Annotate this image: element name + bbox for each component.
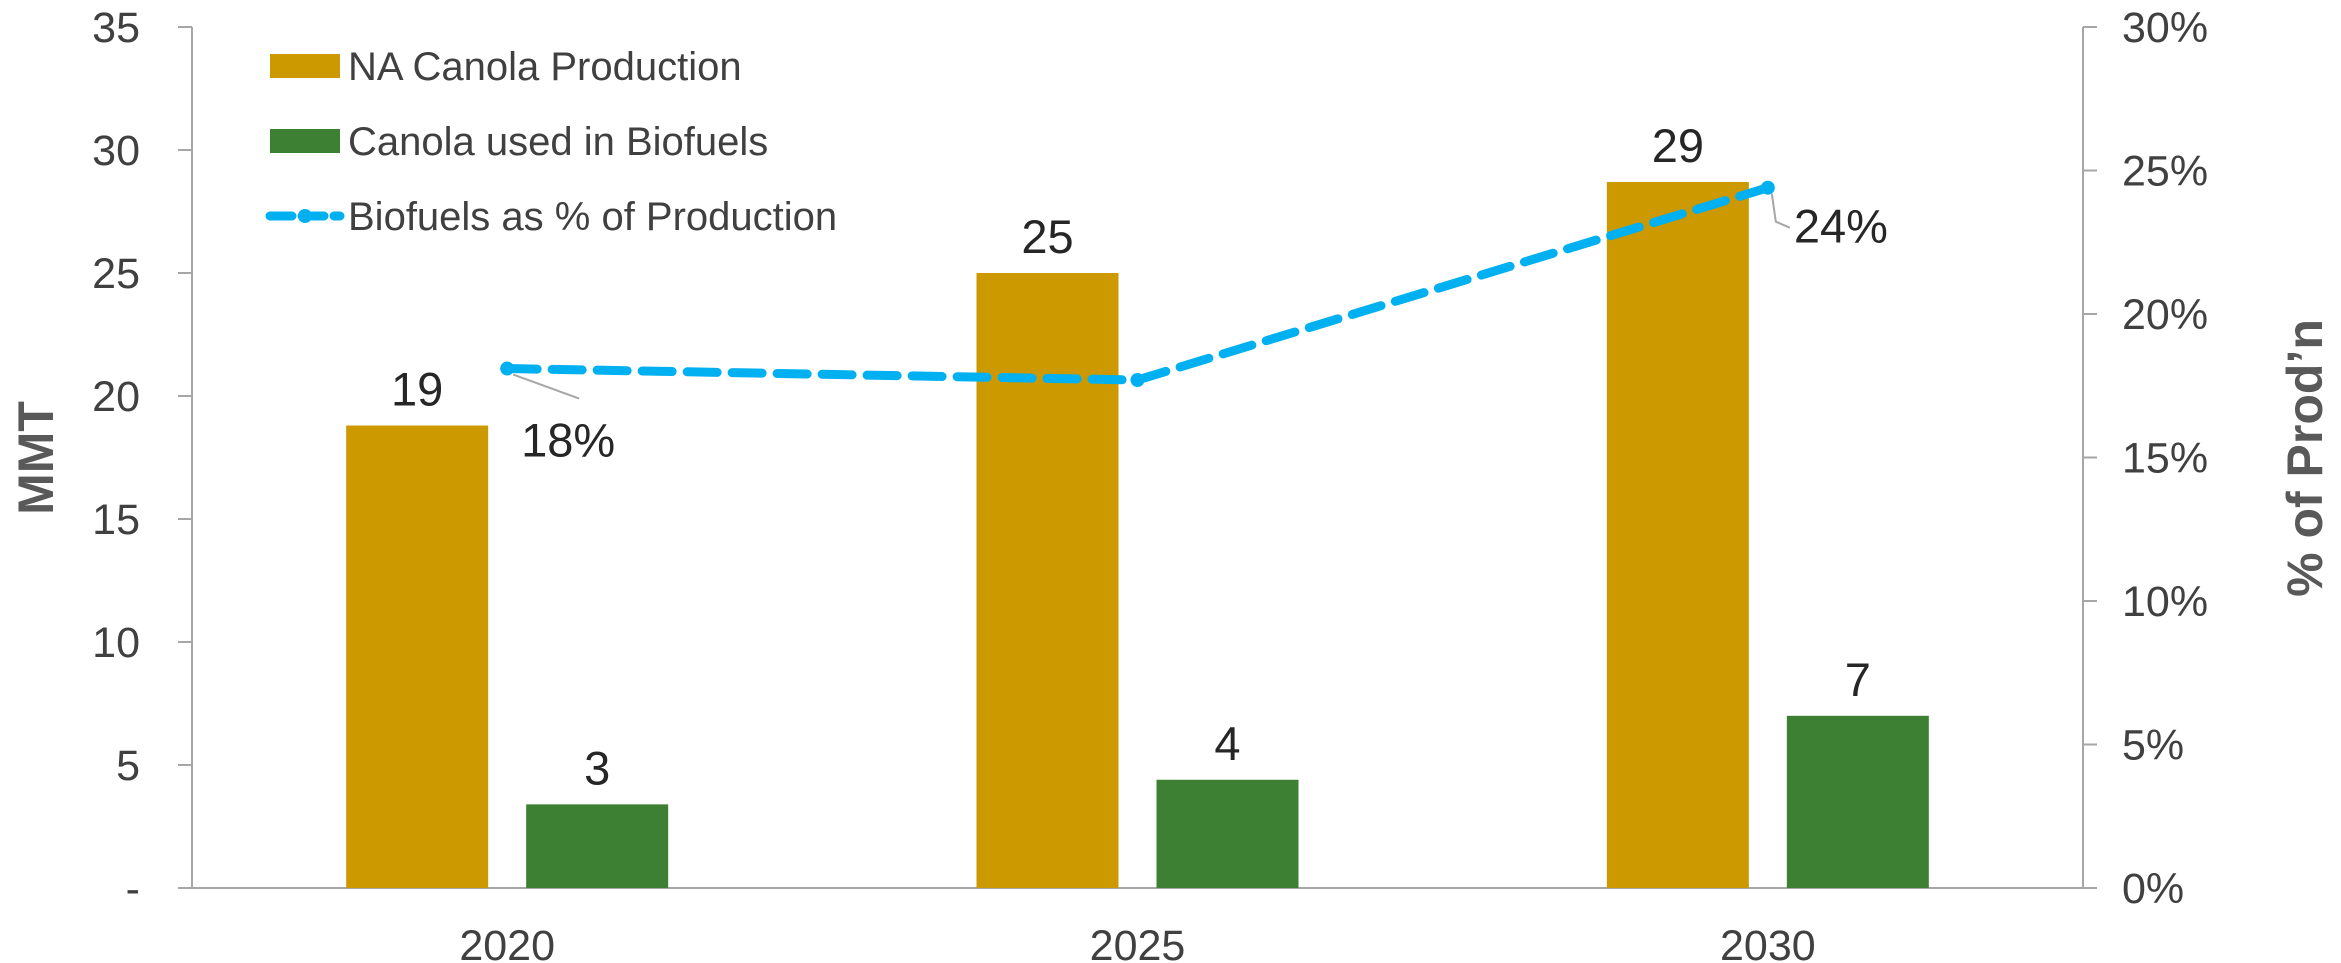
percent-line-point [500, 361, 515, 376]
bars [346, 181, 1929, 889]
legend-label: Biofuels as % of Production [348, 195, 837, 239]
percent-line-point [1760, 180, 1775, 195]
bar [346, 425, 489, 888]
bar-value-label: 25 [1021, 210, 1073, 263]
bar [526, 804, 669, 888]
right-tick-label: 10% [2122, 578, 2208, 626]
x-tick-label: 2030 [1720, 922, 1816, 963]
legend-swatch [270, 54, 340, 78]
legend-swatch [270, 129, 340, 153]
left-tick-label: - [126, 865, 140, 913]
y2-axis-title: % of Prod’n [2277, 319, 2333, 597]
left-tick-label: 30 [92, 127, 140, 175]
leader-line [512, 373, 580, 400]
line-value-label: 24% [1794, 200, 1888, 253]
right-tick-label: 5% [2122, 722, 2184, 770]
right-tick-label: 0% [2122, 865, 2184, 913]
x-tick-label: 2020 [459, 922, 555, 963]
bar [976, 273, 1119, 888]
leader-line [1770, 193, 1791, 229]
x-tick-label: 2025 [1090, 922, 1186, 963]
bar-value-label: 19 [391, 363, 443, 416]
legend-marker [298, 209, 312, 223]
left-tick-label: 10 [92, 619, 140, 667]
bar [1606, 181, 1749, 889]
bar-value-label: 7 [1845, 653, 1871, 706]
legend-label: NA Canola Production [348, 45, 742, 89]
bar-value-label: 3 [584, 741, 610, 794]
left-tick-label: 15 [92, 496, 140, 544]
left-tick-label: 20 [92, 373, 140, 421]
bar [1156, 779, 1299, 888]
line-value-label: 18% [521, 414, 615, 467]
data-labels: 19 25 29 3 4 7 18% 24% [391, 119, 1888, 794]
legend: NA Canola Production Canola used in Biofu… [265, 45, 837, 239]
right-tick-label: 30% [2122, 4, 2208, 52]
bar [1786, 715, 1929, 888]
bar-value-label: 29 [1652, 119, 1704, 172]
percent-line [500, 180, 1775, 388]
bar-value-label: 4 [1214, 717, 1240, 770]
right-tick-label: 15% [2122, 435, 2208, 483]
right-tick-label: 25% [2122, 148, 2208, 196]
left-tick-label: 35 [92, 4, 140, 52]
legend-label: Canola used in Biofuels [348, 120, 768, 164]
left-tick-label: 5 [116, 742, 140, 790]
left-tick-label: 25 [92, 250, 140, 298]
y-axis-title: MMT [8, 401, 64, 515]
right-tick-label: 20% [2122, 291, 2208, 339]
percent-line-point [1130, 373, 1145, 388]
